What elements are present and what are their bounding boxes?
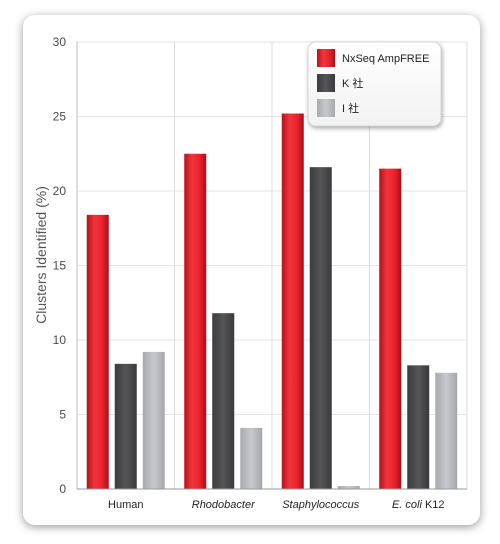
y-tick-label: 0 (59, 482, 66, 496)
bar-2-2 (212, 313, 235, 489)
bar-1-2 (184, 153, 207, 489)
y-tick-label: 30 (53, 35, 67, 49)
bar-3-3 (337, 486, 360, 489)
legend-swatch (317, 74, 335, 92)
bar-3-4 (435, 372, 458, 489)
bar-1-3 (281, 113, 304, 490)
y-tick-label: 20 (53, 184, 67, 198)
bar-3-1 (142, 351, 165, 489)
x-tick-label: Human (108, 499, 143, 511)
bar-2-4 (407, 365, 430, 489)
bars (86, 113, 458, 490)
gridlines (76, 41, 468, 489)
x-tick-label: E. coli K12 (392, 499, 445, 511)
axes: 0 5 10 15 20 25 30 Human Rhodobacter Staphylococc… (53, 35, 467, 511)
bar-3-2 (240, 427, 263, 489)
legend-box (307, 41, 442, 127)
bar-2-3 (309, 167, 332, 489)
y-tick-label: 5 (59, 408, 66, 422)
legend-swatch (317, 99, 335, 117)
legend-label: K 社 (342, 76, 363, 90)
legend: NxSeq AmpFREE K 社 I 社 (307, 41, 442, 127)
y-axis-label: Clusters Identified (%) (33, 186, 49, 324)
x-tick-label: Staphylococcus (282, 499, 360, 511)
bar-1-1 (86, 214, 109, 489)
legend-label: NxSeq AmpFREE (342, 53, 429, 65)
bar-1-4 (379, 168, 402, 489)
legend-swatch (317, 49, 335, 67)
y-tick-label: 15 (53, 259, 67, 273)
y-tick-label: 25 (53, 110, 67, 124)
legend-label: I 社 (342, 101, 359, 115)
y-tick-label: 10 (53, 333, 67, 347)
bar-2-1 (114, 363, 137, 489)
x-tick-label: Rhodobacter (192, 499, 256, 511)
